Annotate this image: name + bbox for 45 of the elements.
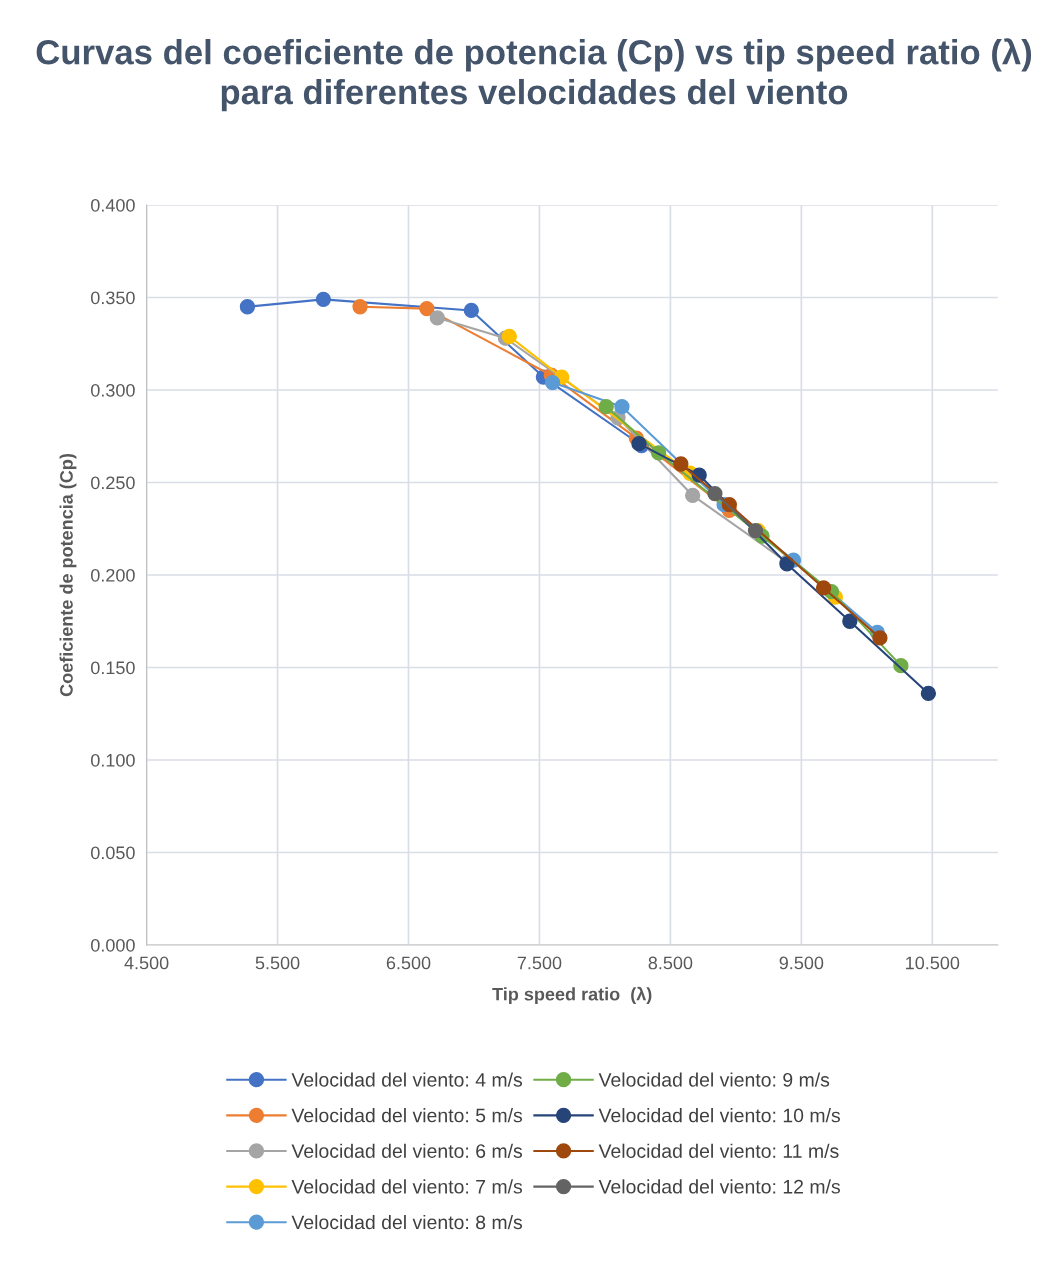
legend-label: Velocidad del viento: 11 m/s xyxy=(598,1143,839,1158)
chart-title: Curvas del coeficiente de potencia (Cp) vs tip speed ratio (λ) para diferentes velocidades del viento xyxy=(36,38,1032,112)
y-tick-label: 0.150 xyxy=(91,661,135,675)
point xyxy=(429,310,445,326)
point xyxy=(239,299,256,315)
y-axis-title: Coeficiente de potencia (Cp) xyxy=(59,454,77,697)
legend-label: Velocidad del viento: 12 m/s xyxy=(598,1179,840,1194)
x-tick-label: 8.500 xyxy=(648,956,693,970)
y-tick-label: 0.350 xyxy=(91,291,135,305)
y-tick-label: 0.050 xyxy=(91,846,135,860)
point xyxy=(815,580,832,596)
point xyxy=(842,613,858,629)
y-tick-label: 0.400 xyxy=(91,198,135,212)
y-tick-label: 0.250 xyxy=(91,476,135,490)
x-tick-label: 4.500 xyxy=(124,956,169,970)
point xyxy=(315,291,332,307)
point xyxy=(598,399,614,415)
point xyxy=(614,399,630,415)
y-tick-label: 0.200 xyxy=(91,568,135,582)
x-tick-label: 6.500 xyxy=(386,956,431,970)
point xyxy=(463,302,479,319)
x-axis-title: Tip speed ratio (λ) xyxy=(492,986,652,1005)
x-tick-label: 5.500 xyxy=(255,956,300,970)
legend-label: Velocidad del viento: 4 m/s xyxy=(291,1072,523,1087)
legend-label: Velocidad del viento: 10 m/s xyxy=(598,1108,840,1123)
legend-label: Velocidad del viento: 8 m/s xyxy=(291,1214,523,1230)
point xyxy=(707,485,723,502)
point xyxy=(685,487,701,504)
point xyxy=(501,328,517,344)
legend-label: Velocidad del viento: 7 m/s xyxy=(291,1179,523,1194)
y-tick-label: 0.300 xyxy=(91,383,135,397)
y-tick-label: 0.100 xyxy=(91,753,135,767)
x-tick-label: 10.500 xyxy=(906,956,960,970)
legend-label: Velocidad del viento: 5 m/s xyxy=(291,1108,523,1123)
point xyxy=(544,374,561,391)
legend-label: Velocidad del viento: 6 m/s xyxy=(291,1143,523,1158)
legend-label: Velocidad del viento: 9 m/s xyxy=(598,1072,830,1087)
point xyxy=(872,630,888,646)
point xyxy=(920,685,937,702)
x-tick-label: 7.500 xyxy=(517,956,562,970)
point xyxy=(352,299,368,315)
y-tick-label: 0.000 xyxy=(91,938,135,952)
point xyxy=(673,456,689,472)
point xyxy=(419,300,435,317)
x-tick-label: 9.500 xyxy=(779,956,824,970)
